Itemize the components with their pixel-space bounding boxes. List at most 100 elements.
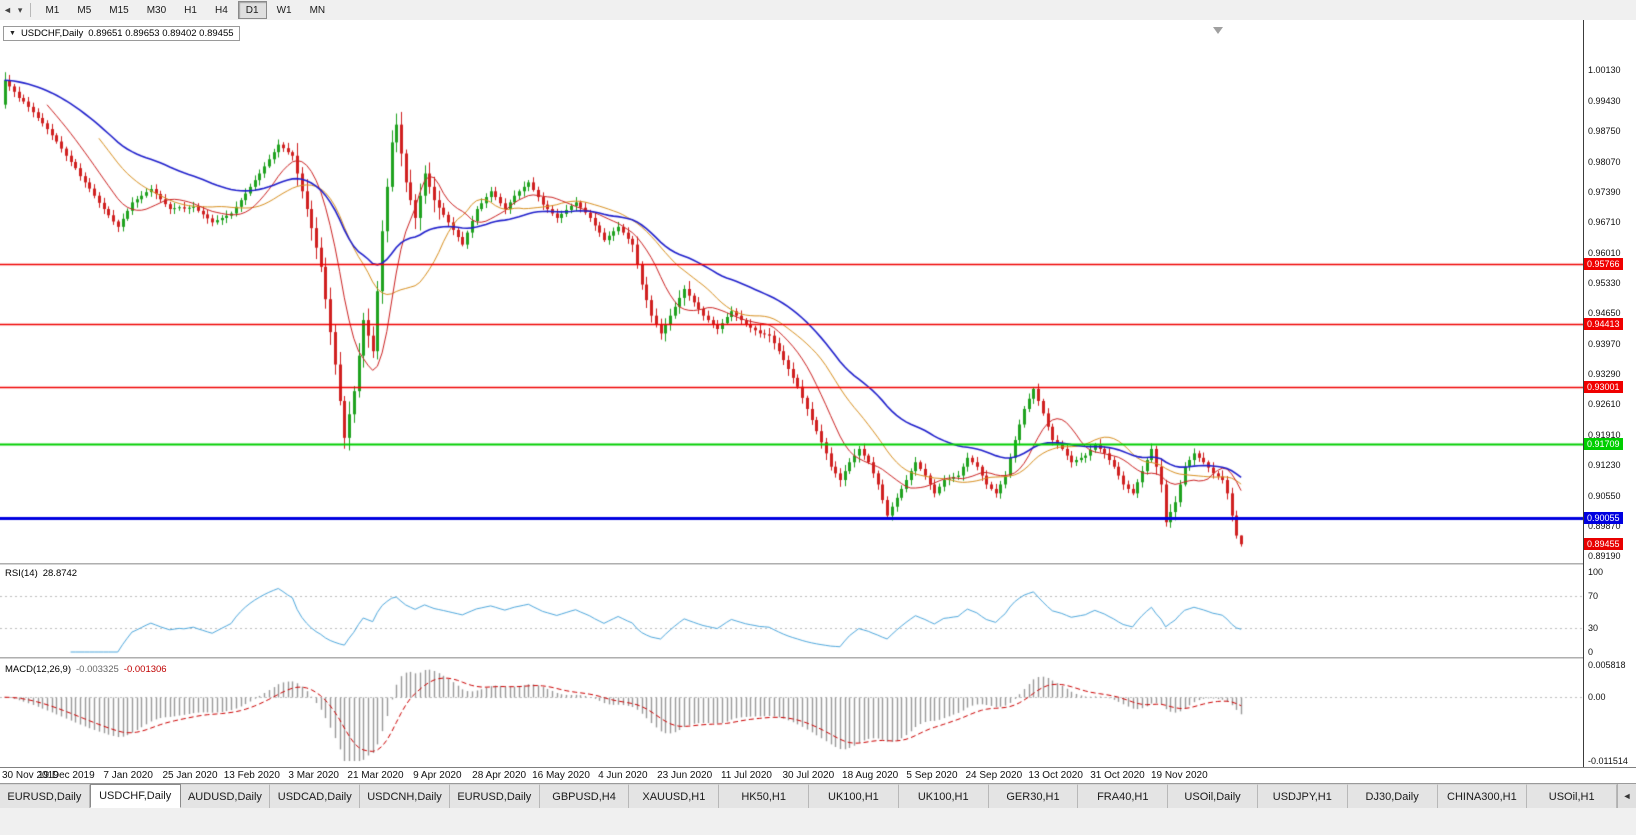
date-label: 11 Jul 2020	[720, 770, 772, 781]
tab-usdcnh-daily[interactable]: USDCNH,Daily	[360, 784, 450, 808]
rsi-tick-label: 0	[1588, 647, 1594, 657]
tab-dj30-daily[interactable]: DJ30,Daily	[1347, 784, 1438, 808]
panel-divider-macd[interactable]	[0, 657, 1636, 659]
macd-signal-value: -0.001306	[123, 664, 167, 675]
date-label: 19 Nov 2020	[1150, 770, 1208, 781]
date-label: 9 Apr 2020	[413, 770, 462, 781]
chart-canvas[interactable]	[0, 20, 1583, 767]
date-label: 5 Sep 2020	[906, 770, 958, 781]
tab-xauusd-h1[interactable]: XAUUSD,H1	[629, 784, 720, 808]
date-label: 31 Oct 2020	[1090, 770, 1145, 781]
tab-usdjpy-h1[interactable]: USDJPY,H1	[1257, 784, 1348, 808]
rsi-name: RSI(14)	[5, 568, 38, 579]
date-label: 16 May 2020	[532, 770, 590, 781]
price-tick-label: 0.89870	[1588, 520, 1621, 531]
price-tick-label: 0.96710	[1588, 216, 1621, 227]
timeframe-m15[interactable]: M15	[109, 4, 129, 16]
timeframe-w1[interactable]: W1	[276, 4, 292, 16]
rsi-value: 28.8742	[42, 568, 78, 579]
hline-price-tag: 0.94413	[1584, 317, 1623, 330]
tab-usoil-h1[interactable]: USOil,H1	[1527, 784, 1618, 808]
chart-tabs: EURUSD,Daily USDCHF,Daily AUDUSD,Daily USDC…	[0, 784, 1618, 808]
tab-usoil-daily[interactable]: USOil,Daily	[1168, 784, 1258, 808]
price-tick-label: 0.94650	[1588, 308, 1621, 319]
price-tick-label: 0.97390	[1588, 186, 1621, 197]
date-label: 7 Jan 2020	[103, 770, 153, 781]
hline-price-tag: 0.93001	[1584, 380, 1623, 393]
date-label: 30 Jul 2020	[782, 770, 835, 781]
tab-uk100-h1[interactable]: UK100,H1	[809, 784, 899, 808]
timeframe-toolbar: ◄ ▾ M1 M5 M15 M30 H1 H4 D1 W1 MN	[0, 0, 1636, 21]
price-tick-label: 0.98750	[1588, 126, 1621, 137]
timeframe-buttons: M1 M5 M15 M30 H1 H4 D1 W1 MN	[36, 0, 334, 20]
chart-shift-marker-icon[interactable]	[1213, 27, 1223, 34]
macd-name: MACD(12,26,9)	[5, 664, 71, 675]
panel-divider-rsi[interactable]	[0, 563, 1636, 565]
date-label: 4 Jun 2020	[598, 770, 648, 781]
date-label: 23 Jun 2020	[657, 770, 713, 781]
timeframe-m30[interactable]: M30	[146, 4, 167, 16]
timeframe-d1[interactable]: D1	[237, 1, 267, 19]
rsi-tick-label: 100	[1588, 567, 1604, 577]
price-tick-label: 0.93290	[1588, 368, 1621, 379]
tab-scroll-left-icon[interactable]: ◄	[1617, 784, 1636, 808]
date-label: 19 Dec 2019	[37, 770, 95, 781]
timeframe-h4[interactable]: H4	[214, 4, 228, 16]
date-label: 13 Feb 2020	[223, 770, 280, 781]
timeframe-h1[interactable]: H1	[184, 4, 197, 16]
chevron-down-icon[interactable]: ▾	[17, 4, 23, 15]
timeframe-m5[interactable]: M5	[77, 4, 92, 16]
tab-ger30-h1[interactable]: GER30,H1	[988, 784, 1079, 808]
toolbar-separator	[30, 3, 32, 17]
price-tick-label: 0.99430	[1588, 96, 1621, 107]
rsi-tick-label: 30	[1588, 623, 1599, 633]
date-label: 30 Nov 2019	[2, 770, 59, 781]
date-label: 21 Mar 2020	[347, 770, 404, 781]
charts-toolbar-icon[interactable]: ◄	[3, 5, 12, 15]
chart-area: ▼ USDCHF,Daily 0.89651 0.89653 0.89402 0…	[0, 20, 1636, 767]
price-tick-label: 0.98070	[1588, 156, 1621, 167]
price-tick-label: 0.92610	[1588, 399, 1621, 410]
date-axis[interactable]: 30 Nov 2019 19 Dec 2019 7 Jan 2020 25 Jan 2…	[0, 767, 1636, 784]
tab-china300-h1[interactable]: CHINA300,H1	[1437, 784, 1528, 808]
price-tick-label: 0.89190	[1588, 551, 1621, 561]
collapse-arrow-icon[interactable]: ▼	[9, 30, 16, 37]
rsi-indicator-label: RSI(14) 28.8742	[5, 568, 77, 579]
price-tick-label: 1.00130	[1588, 65, 1621, 75]
chart-ohlc-values: 0.89651 0.89653 0.89402 0.89455	[88, 28, 234, 39]
tab-usdcad-daily[interactable]: USDCAD,Daily	[270, 784, 361, 808]
tab-uk100-h1[interactable]: UK100,H1	[898, 784, 989, 808]
date-label: 18 Aug 2020	[842, 770, 899, 781]
macd-main-value: -0.003325	[76, 664, 119, 675]
macd-tick-label: -0.011514	[1588, 756, 1628, 766]
tab-gbpusd-h4[interactable]: GBPUSD,H4	[539, 784, 630, 808]
tab-hk50-h1[interactable]: HK50,H1	[719, 784, 810, 808]
price-tick-label: 0.96010	[1588, 248, 1621, 259]
hline-price-tag: 0.90055	[1584, 511, 1623, 524]
price-tick-label: 0.95330	[1588, 278, 1621, 289]
current-price-tag: 0.89455	[1584, 538, 1623, 551]
timeframe-mn[interactable]: MN	[309, 4, 326, 16]
date-label: 25 Jan 2020	[162, 770, 218, 781]
tab-audusd-daily[interactable]: AUDUSD,Daily	[180, 784, 271, 808]
price-tick-label: 0.90550	[1588, 490, 1621, 501]
tab-usdchf-daily[interactable]: USDCHF,Daily	[89, 784, 181, 808]
price-tick-label: 0.93970	[1588, 338, 1621, 349]
tab-eurusd-daily[interactable]: EURUSD,Daily	[449, 784, 540, 808]
timeframe-m1[interactable]: M1	[45, 4, 60, 16]
macd-tick-label: 0.00	[1588, 692, 1606, 703]
status-bar	[0, 807, 1636, 835]
macd-indicator-label: MACD(12,26,9) -0.003325 -0.001306	[5, 664, 167, 675]
hline-price-tag: 0.91709	[1584, 438, 1623, 451]
price-axis[interactable]: 1.00130 0.99430 0.98750 0.98070 0.97390 0.967…	[1583, 20, 1636, 767]
macd-tick-label: 0.005818	[1588, 660, 1626, 670]
rsi-tick-label: 70	[1588, 591, 1599, 601]
tab-eurusd-daily[interactable]: EURUSD,Daily	[0, 784, 90, 808]
hline-price-tag: 0.95766	[1584, 257, 1623, 270]
chart-title-box[interactable]: ▼ USDCHF,Daily 0.89651 0.89653 0.89402 0…	[3, 26, 240, 41]
chart-symbol-period: USDCHF,Daily	[20, 28, 84, 39]
date-label: 28 Apr 2020	[472, 770, 527, 781]
tab-fra40-h1[interactable]: FRA40,H1	[1078, 784, 1169, 808]
date-label: 3 Mar 2020	[288, 770, 339, 781]
